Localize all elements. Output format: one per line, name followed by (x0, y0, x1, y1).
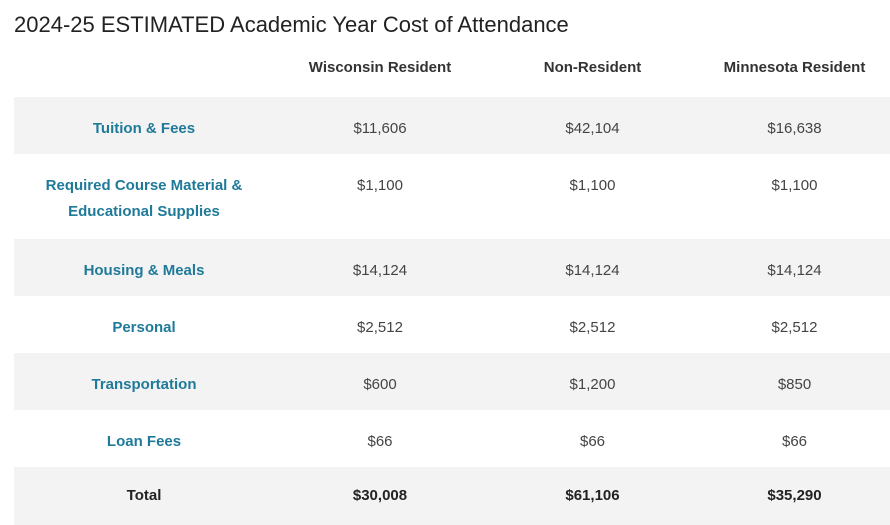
row-label-line-2: Educational Supplies (68, 203, 220, 220)
total-value: $35,290 (699, 467, 890, 525)
cell-value: $2,512 (357, 319, 403, 336)
cell-value: $1,100 (357, 177, 403, 194)
row-label: Personal (112, 319, 176, 336)
column-header-non-resident: Non-Resident (543, 59, 642, 76)
table-row: Housing & Meals $14,124 $14,124 $14,124 (14, 239, 890, 296)
row-label: Tuition & Fees (14, 97, 274, 154)
total-value: $61,106 (486, 467, 699, 525)
cell-value: $14,124 (699, 239, 890, 296)
total-value: $30,008 (274, 467, 486, 525)
page-title: 2024-25 ESTIMATED Academic Year Cost of … (14, 12, 569, 37)
cell-value: $850 (699, 353, 890, 410)
table-row: Loan Fees $66 $66 $66 (14, 410, 890, 467)
table-header-row: Wisconsin Resident Non-Resident Minnesot… (14, 52, 890, 97)
cell-value: $1,200 (486, 353, 699, 410)
total-label: Total (14, 467, 274, 525)
cell-value: $600 (274, 353, 486, 410)
cell-value: $2,512 (569, 319, 616, 336)
cost-table: Wisconsin Resident Non-Resident Minnesot… (14, 52, 890, 525)
column-header-blank (14, 52, 274, 97)
cell-value: $11,606 (274, 97, 486, 154)
table-row: Tuition & Fees $11,606 $42,104 $16,638 (14, 97, 890, 154)
cell-value: $42,104 (486, 97, 699, 154)
row-label: Loan Fees (106, 433, 182, 450)
cell-value: $66 (367, 433, 393, 450)
table-row: Transportation $600 $1,200 $850 (14, 353, 890, 410)
table-row: Required Course Material & Educational S… (14, 154, 890, 239)
column-header-minnesota: Minnesota Resident (723, 59, 866, 76)
cell-value: $14,124 (274, 239, 486, 296)
cell-value: $14,124 (486, 239, 699, 296)
total-row: Total $30,008 $61,106 $35,290 (14, 467, 890, 525)
row-label: Required Course Material & Educational S… (14, 154, 274, 239)
cell-value: $1,100 (771, 177, 818, 194)
row-label-line-1: Required Course Material & (45, 177, 243, 194)
table-row: Personal $2,512 $2,512 $2,512 (14, 296, 890, 353)
cell-value: $66 (579, 433, 606, 450)
cell-value: $16,638 (699, 97, 890, 154)
row-label: Transportation (14, 353, 274, 410)
row-label: Housing & Meals (14, 239, 274, 296)
cell-value: $66 (781, 433, 808, 450)
cell-value: $2,512 (771, 319, 818, 336)
cell-value: $1,100 (569, 177, 616, 194)
column-header-wisconsin: Wisconsin Resident (308, 59, 452, 76)
